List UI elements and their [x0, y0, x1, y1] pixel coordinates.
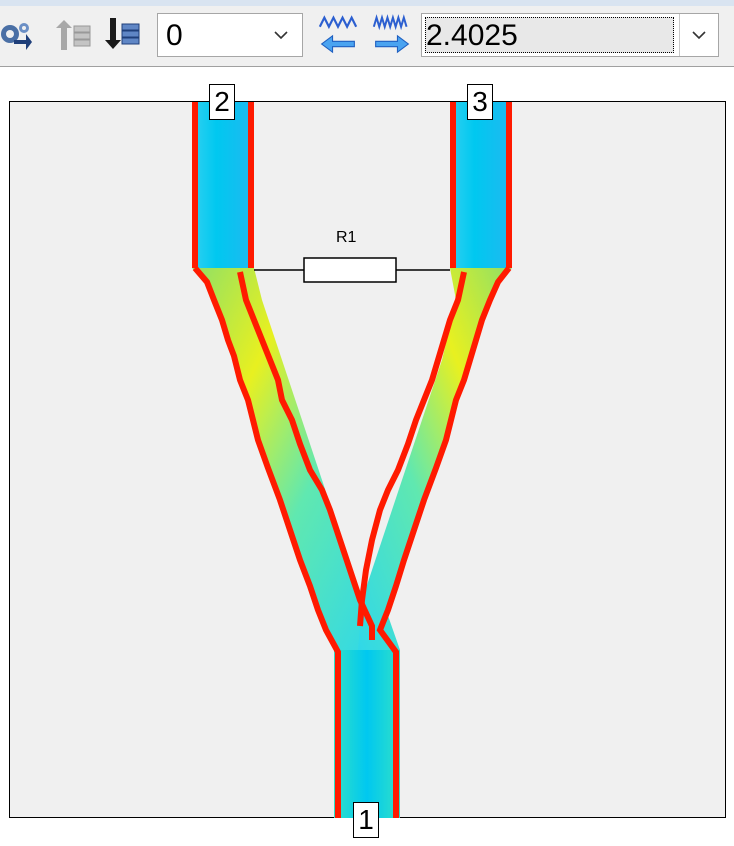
chevron-down-icon[interactable]	[679, 14, 718, 56]
layer-select-value: 0	[166, 19, 183, 52]
port-1-label[interactable]: 1	[353, 802, 379, 838]
window-top-strip	[0, 0, 734, 6]
port-2-label[interactable]: 2	[209, 84, 235, 120]
frequency-up-icon[interactable]	[372, 14, 412, 54]
resistor-label: R1	[336, 229, 357, 246]
left-branch	[192, 268, 378, 650]
frequency-down-icon[interactable]	[318, 14, 358, 54]
frequency-select-value: 2.4025	[426, 19, 518, 52]
resistor-r1[interactable]	[254, 257, 450, 283]
port-3-feedline	[450, 102, 512, 268]
port-3-label[interactable]: 3	[467, 84, 493, 120]
settings-gear-icon[interactable]	[0, 16, 36, 56]
input-stem	[334, 650, 400, 818]
layer-select[interactable]: 0	[157, 13, 303, 57]
port-2-feedline	[192, 102, 254, 268]
layers-down-icon[interactable]	[104, 16, 144, 56]
layers-up-icon[interactable]	[54, 16, 94, 56]
edge-current-lines	[192, 102, 512, 818]
frequency-select[interactable]: 2.4025	[421, 13, 719, 57]
right-branch	[358, 268, 512, 650]
frequency-select-focus	[425, 17, 674, 53]
chevron-down-icon[interactable]	[262, 14, 300, 56]
toolbar: 0 2.4025	[0, 0, 734, 67]
